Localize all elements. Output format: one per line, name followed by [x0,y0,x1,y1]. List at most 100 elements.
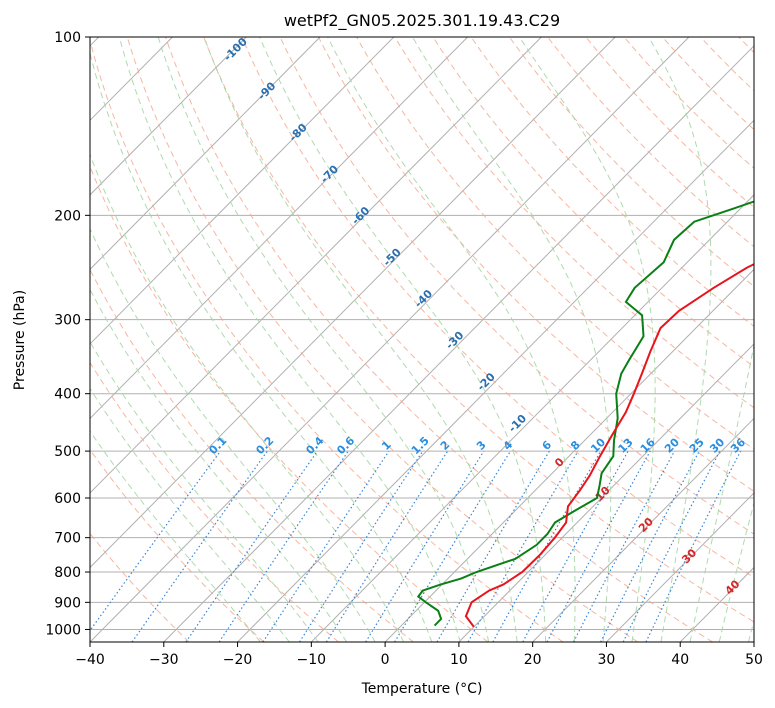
moist-adiabat-label: 40 [723,577,743,597]
moist-adiabat-label: 10 [593,484,613,504]
x-axis-ticks: −40 −30 −20 −10 0 10 20 30 40 50 [75,642,763,668]
dry-adiabat-line [508,37,754,287]
plot-frame [89,36,755,643]
moist-adiabat-label: 20 [636,515,656,535]
dry-adiabat-line [90,361,339,642]
mixing-ratio-line [522,450,629,642]
y-tick-label: 300 [54,313,81,329]
mixing-ratio-line [546,450,651,642]
y-tick-label: 700 [54,531,81,547]
x-tick-label: −30 [149,652,179,668]
moist-adiabat-line [157,37,490,642]
moist-adiabat-line [90,51,433,642]
dry-adiabat-line [470,37,754,327]
isotherm-line [606,492,754,642]
isotherm-line [532,417,754,642]
x-tick-label: 30 [598,652,616,668]
mixing-ratio-label: 13 [616,436,636,456]
y-tick-label: 900 [54,595,81,611]
isotherm-line [90,37,321,271]
y-tick-label: 800 [54,565,81,581]
isotherm-line [237,119,754,642]
isotherm-line [90,37,690,642]
x-axis-label: Temperature (°C) [361,681,483,697]
isotherm-line [458,343,754,642]
x-tick-label: 40 [671,652,689,668]
isotherm-line [90,37,616,569]
dry-adiabat-label: -100 [221,35,250,64]
dry-adiabat-line [90,448,265,642]
dry-adiabat-label: -80 [287,121,310,144]
mixing-ratio-line [218,450,349,642]
dewpoint-line [416,200,754,627]
isotherm-line [90,37,395,345]
isotherm-line [90,37,468,420]
mixing-ratio-line [645,450,742,642]
mixing-ratio-label: 0.4 [303,434,326,457]
mixing-ratio-line [572,450,676,642]
isotherm-line [90,37,542,494]
y-tick-label: 600 [54,491,81,507]
mixing-ratio-label: 0.6 [334,434,357,457]
y-tick-label: 400 [54,387,81,403]
x-tick-label: 0 [381,652,390,668]
y-axis-ticks: 1000 900 800 700 600 500 400 300 200 100 [45,30,90,638]
mixing-ratio-label: 30 [707,435,727,455]
y-tick-label: 200 [54,208,81,224]
moist-adiabat-line [518,37,656,642]
skewed-isotherms [90,37,754,642]
mixing-ratio-label: 16 [638,435,658,455]
dry-adiabat-line [241,37,754,579]
dry-adiabat-line [203,37,754,623]
moist-adiabat-line [90,227,376,642]
y-tick-label: 1000 [45,622,81,638]
y-axis-label: Pressure (hPa) [12,290,28,390]
dry-adiabat-line [547,37,754,248]
mixing-ratio-line [622,450,721,642]
mixing-ratio-line [394,450,512,642]
x-tick-label: −40 [75,652,105,668]
moist-adiabat-line [689,342,754,642]
chart-title: wetPf2_GN05.2025.301.19.43.C29 [284,11,560,31]
x-tick-label: 20 [524,652,542,668]
moist-adiabat-line [648,37,712,642]
dry-adiabat-line [165,37,713,642]
mixing-ratio-line [262,450,390,642]
mixing-ratio-line [90,450,221,632]
dry-adiabat-label: -70 [318,162,341,185]
mixing-ratio-lines [90,450,742,642]
dry-adiabat-line [90,268,414,642]
dry-adiabat-line [700,37,754,92]
mixing-ratio-label: 1.5 [409,434,432,457]
y-tick-label: 100 [54,30,81,46]
moist-adiabat-line [90,430,261,642]
dry-adiabat-line [356,37,754,450]
moist-adiabat-line [90,340,319,642]
isotherm-line [753,641,754,642]
mixing-ratio-line [325,450,449,642]
dry-adiabat-line [126,37,639,642]
moist-adiabat-line [718,500,754,642]
temperature-line [464,263,754,628]
dry-adiabat-label: -60 [349,204,372,227]
dry-adiabat-label: -50 [381,245,404,268]
dry-adiabat-line [90,38,564,642]
moist-adiabat-line [203,37,518,642]
mixing-ratio-line [131,450,268,642]
dry-adiabat-line [432,37,754,368]
dry-adiabat-label: -10 [506,412,529,435]
mixing-ratio-line [365,450,485,642]
dry-adiabat-line [738,37,754,54]
moist-adiabat-label: 30 [679,546,699,566]
moist-adiabat-line [90,387,290,642]
dry-adiabat-line [317,37,754,492]
x-tick-label: 10 [450,652,468,668]
isotherm-line [163,45,754,642]
moist-adiabat-line [327,37,576,642]
moist-adiabat-line [259,37,547,642]
dry-adiabat-line [394,37,754,409]
x-tick-label: −20 [223,652,253,668]
dry-adiabat-line [279,37,754,535]
moist-adiabat-line [90,288,348,642]
